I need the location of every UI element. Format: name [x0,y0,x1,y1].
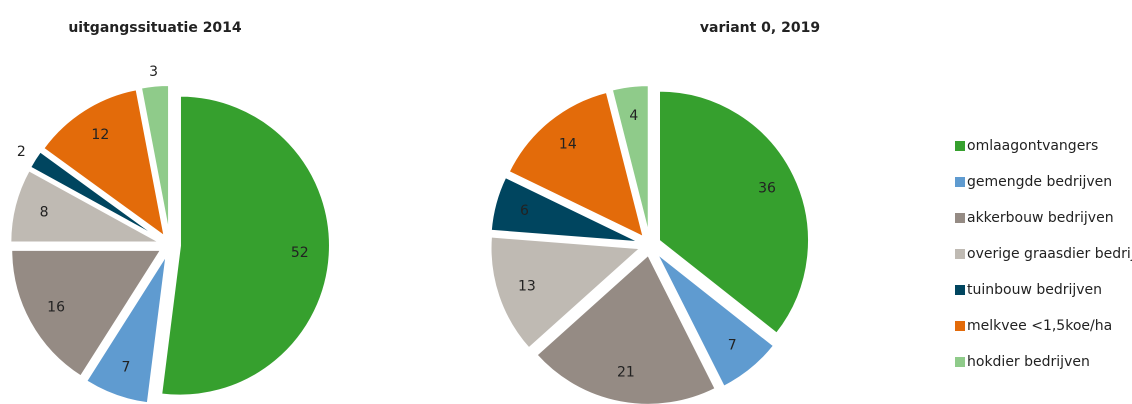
legend-swatch [955,213,965,223]
legend-label: overige graasdier bedrijven [967,246,1132,262]
data-label: 7 [122,359,131,375]
pie-slice [10,248,164,378]
pie-slice [610,84,650,236]
pie-slice [41,88,167,239]
data-label: 16 [47,300,65,316]
data-label: 52 [291,245,309,261]
pie-slice [139,84,171,236]
pie-slice [160,94,331,397]
data-label: 14 [559,136,577,152]
legend-swatch [955,141,965,151]
data-label: 3 [149,64,158,80]
pie-slice [9,168,161,244]
legend-label: hokdier bedrijven [967,354,1090,370]
legend-label: tuinbouw bedrijven [967,282,1102,298]
data-label: 36 [758,180,776,196]
legend-label: omlaagontvangers [967,138,1098,154]
legend-swatch [955,249,965,259]
legend-swatch [955,357,965,367]
data-label: 12 [91,127,109,143]
legend-swatch [955,285,965,295]
data-label: 6 [520,203,529,219]
legend-swatch [955,321,965,331]
data-label: 8 [40,205,49,221]
pie-slice [658,89,810,336]
data-label: 13 [518,279,536,295]
pie-slice [489,235,643,350]
chart-title: variant 0, 2019 [700,20,820,36]
pie-slice [84,253,168,404]
legend-label: melkvee <1,5koe/ha [967,318,1112,334]
data-label: 2 [17,144,26,160]
legend-swatch [955,177,965,187]
legend-label: akkerbouw bedrijven [967,210,1114,226]
legend-label: gemengde bedrijven [967,174,1112,190]
pie-slice [535,253,717,404]
chart-title: uitgangssituatie 2014 [68,20,242,36]
data-label: 7 [728,338,737,354]
pie-slice [28,150,163,241]
pie-slice [507,90,646,240]
pie-slice [489,175,641,244]
pie-slice [655,251,776,389]
data-label: 21 [617,365,635,381]
data-label: 4 [629,108,638,124]
